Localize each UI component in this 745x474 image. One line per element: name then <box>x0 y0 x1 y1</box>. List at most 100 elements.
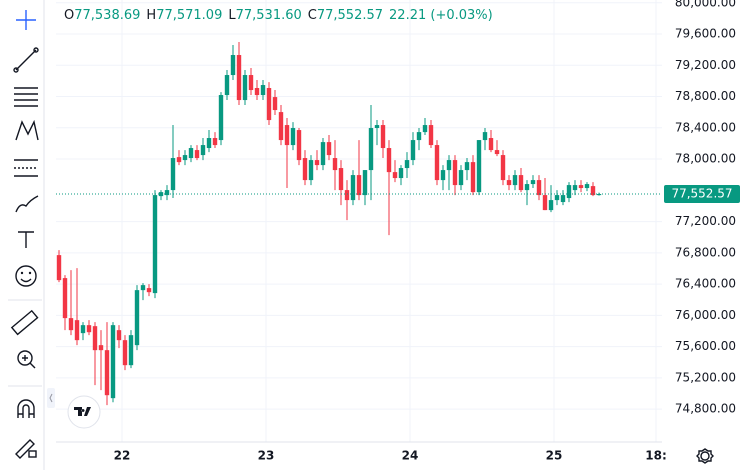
candle-body <box>512 175 518 186</box>
candle-body <box>266 88 272 121</box>
x-tick-label: 23 <box>258 449 275 463</box>
logo <box>67 395 101 429</box>
logo-circle <box>67 395 101 429</box>
candle-body <box>554 195 560 201</box>
settings-button[interactable] <box>696 448 714 464</box>
candle-body <box>596 194 602 196</box>
collapse-arrow <box>49 393 53 403</box>
collapse-tab[interactable] <box>47 388 55 408</box>
candle-body <box>146 288 152 293</box>
ohlc-key: O <box>64 8 75 23</box>
candle-body <box>428 125 434 146</box>
candle-body <box>194 150 200 159</box>
candle-body <box>212 138 218 146</box>
candle-body <box>368 128 374 171</box>
x-tick-label: 25 <box>546 449 563 463</box>
candle-body <box>224 75 230 96</box>
candle-body <box>206 138 212 149</box>
y-tick-label: 80,000.00 <box>675 0 736 9</box>
magnet-tool[interactable] <box>17 399 35 418</box>
candle-body <box>452 160 458 186</box>
y-tick-label: 76,400.00 <box>675 277 736 291</box>
lines-tool[interactable] <box>14 87 38 107</box>
candle-body <box>242 75 248 101</box>
candle-body <box>308 160 314 181</box>
y-tick-label: 78,400.00 <box>675 120 736 134</box>
candle-body <box>386 148 392 173</box>
candle-body <box>122 340 128 366</box>
candle-body <box>296 130 302 161</box>
candle-body <box>320 142 326 166</box>
candle-body <box>506 180 512 186</box>
pattern-tool[interactable] <box>15 119 39 141</box>
candle-body <box>566 185 572 199</box>
candle-body <box>548 200 554 211</box>
ruler-tool[interactable] <box>10 309 39 336</box>
candle-body <box>536 180 542 196</box>
y-tick-label: 78,000.00 <box>675 152 736 166</box>
candle-body <box>494 150 500 155</box>
logo-mark <box>74 407 91 416</box>
candle-body <box>482 132 488 141</box>
candle-body <box>236 55 242 101</box>
candle-body <box>230 55 236 76</box>
candle-body <box>302 158 308 181</box>
axes: 80,000.00 79,600.00 79,200.00 78,800.00 78,4… <box>114 0 740 463</box>
emoji-tool[interactable] <box>15 265 37 287</box>
y-tick-label: 79,200.00 <box>675 58 736 72</box>
candle-body <box>272 97 278 111</box>
trendline-tool[interactable] <box>13 47 39 73</box>
candle-body <box>176 157 182 163</box>
zoom-tool[interactable] <box>17 350 36 369</box>
candle-body <box>152 195 158 294</box>
candle-body <box>116 330 122 341</box>
candle-body <box>332 158 338 171</box>
lock-draw-tool[interactable] <box>15 439 37 459</box>
candle-body <box>392 172 398 179</box>
y-tick-label: 75,600.00 <box>675 339 736 353</box>
y-tick-label: 78,800.00 <box>675 89 736 103</box>
candle-body <box>500 155 506 181</box>
candle-body <box>278 112 284 141</box>
last-price-box <box>664 185 740 204</box>
price-change: 22.21 (+0.03%) <box>389 8 493 23</box>
text-tool[interactable] <box>18 231 34 248</box>
plot <box>56 42 662 406</box>
x-tick-label: 22 <box>114 449 131 463</box>
candle-body <box>542 195 548 211</box>
candle-body <box>98 345 104 351</box>
candle-body <box>314 160 320 166</box>
ohlc-key: C <box>307 8 317 23</box>
candle-body <box>338 168 344 191</box>
candle-body <box>560 195 566 203</box>
candle-body <box>218 95 224 141</box>
y-tick-label: 77,200.00 <box>675 214 736 228</box>
crosshair-tool[interactable] <box>16 10 36 30</box>
candle-body <box>398 168 404 179</box>
candle-body <box>476 140 482 193</box>
toolbar <box>8 0 55 470</box>
candle-body <box>584 184 590 189</box>
candle-body <box>92 326 98 351</box>
y-tick-label: 76,000.00 <box>675 308 736 322</box>
candle-body <box>62 278 68 319</box>
candle-body <box>578 185 584 189</box>
x-tick-label: 24 <box>402 449 419 463</box>
fib-tool[interactable] <box>14 159 38 177</box>
candle-body <box>404 160 410 169</box>
y-tick-label: 75,200.00 <box>675 370 736 384</box>
candle-body <box>86 325 92 333</box>
candle-body <box>422 125 428 133</box>
candle-body <box>80 325 86 334</box>
ohlc-value: 77,552.57 <box>316 8 384 23</box>
candle-body <box>524 184 530 191</box>
candle-body <box>518 175 524 191</box>
candle-body <box>464 162 470 171</box>
candle-body <box>446 160 452 171</box>
candle-body <box>200 145 206 156</box>
candle-body <box>284 125 290 146</box>
brush-tool[interactable] <box>15 195 39 213</box>
candle-body <box>74 320 80 341</box>
